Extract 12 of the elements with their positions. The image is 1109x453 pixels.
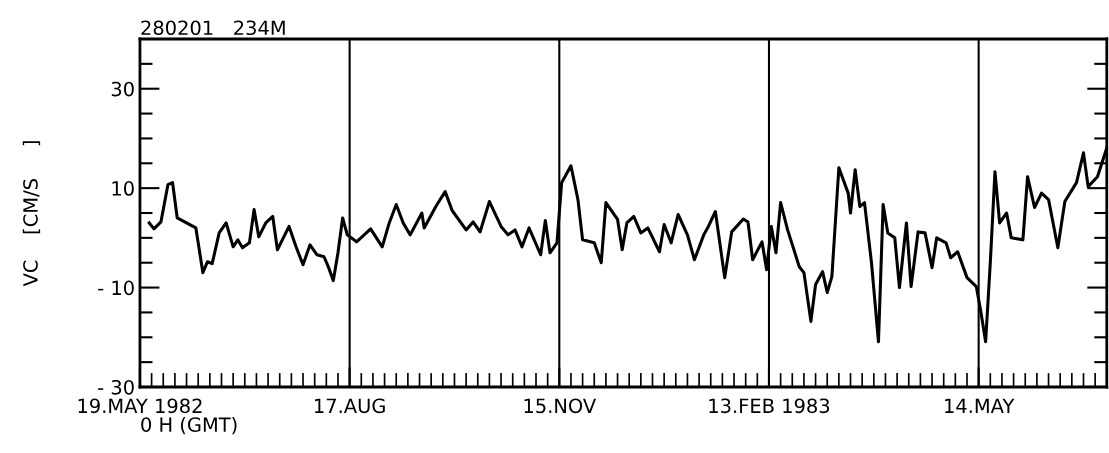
x-tick-label: 13.FEB 1983 bbox=[709, 398, 830, 414]
x-tick-label: 19.MAY 1982 bbox=[78, 398, 202, 414]
y-tick-label: - 30 bbox=[98, 379, 134, 395]
x-tick-label: 14.MAY bbox=[945, 398, 1015, 413]
y-tick-label: 30 bbox=[111, 81, 134, 97]
y-tick-label: - 10 bbox=[98, 280, 134, 296]
x-tick-label: 15.NOV bbox=[524, 398, 597, 414]
x-tick-label: 17.AUG bbox=[315, 398, 385, 414]
y-axis-title: VC [CM/S ] bbox=[22, 141, 41, 287]
y-tick-label: 10 bbox=[112, 181, 134, 196]
chart-title: 280201 234M bbox=[141, 20, 285, 36]
x-axis-title: 0 H (GMT) bbox=[141, 416, 237, 435]
